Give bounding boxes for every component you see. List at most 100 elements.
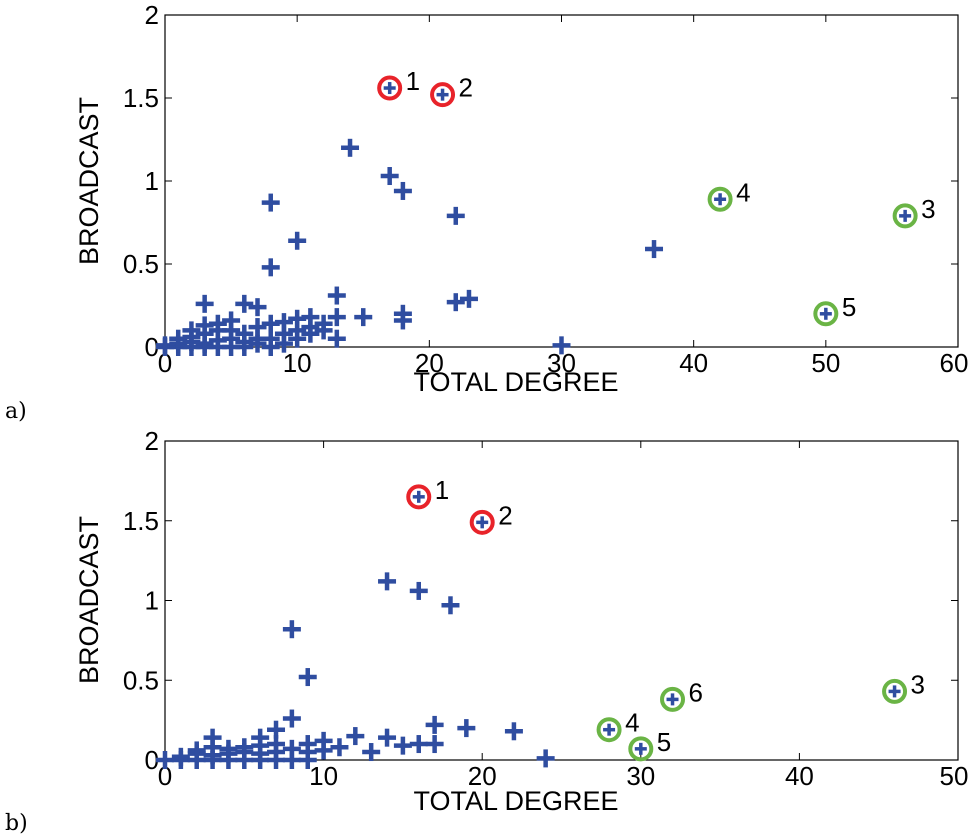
- data-point: [330, 738, 349, 757]
- highlight-ring: [469, 509, 495, 535]
- data-point: [341, 138, 360, 157]
- data-point: [441, 596, 460, 615]
- y-tick-label: 0.5: [123, 249, 159, 279]
- data-point: [393, 304, 412, 323]
- data-point: [298, 735, 317, 754]
- x-tick-label: 40: [679, 348, 708, 378]
- data-point: [248, 318, 267, 337]
- highlight-ring: [813, 301, 839, 327]
- x-tick-label: 40: [785, 761, 814, 791]
- data-point: [362, 743, 381, 762]
- data-point: [282, 709, 301, 728]
- x-tick-label: 0: [158, 761, 172, 791]
- chart-panel-b: 0 10 20 30 40 50 0 0.5 1 1.5 2 TOTAL DEGREE BROADCAS…: [5, 426, 968, 836]
- data-point: [235, 738, 254, 757]
- data-point: [354, 308, 373, 327]
- data-point: [219, 739, 238, 758]
- highlighted-point: [819, 307, 832, 320]
- y-tick-label: 1: [145, 586, 159, 616]
- data-point: [156, 751, 174, 769]
- highlight-label: 1: [406, 66, 420, 96]
- data-point: [393, 736, 412, 755]
- data-point: [393, 181, 412, 200]
- data-point: [267, 720, 286, 739]
- x-axis-label: TOTAL DEGREE: [413, 367, 618, 397]
- x-tick-label: 60: [940, 348, 969, 378]
- highlight-ring: [882, 678, 908, 704]
- highlighted-point: [476, 516, 489, 529]
- data-point: [248, 298, 267, 317]
- x-tick-label: 30: [626, 761, 655, 791]
- data-point: [446, 206, 465, 225]
- data-point: [195, 294, 214, 313]
- data-point: [552, 336, 571, 355]
- data-point: [425, 735, 444, 754]
- data-point: [171, 747, 190, 766]
- data-point: [298, 668, 317, 687]
- highlighted-point: [383, 82, 396, 95]
- data-point: [203, 728, 222, 747]
- data-point: [208, 314, 227, 333]
- data-point: [378, 572, 397, 591]
- data-point: [327, 286, 346, 305]
- data-point: [409, 735, 428, 754]
- data-point: [457, 719, 476, 738]
- data-point: [187, 741, 206, 760]
- y-tick-label: 2: [145, 0, 159, 30]
- highlighted-point: [412, 490, 425, 503]
- highlight-label: 2: [498, 500, 512, 530]
- highlight-ring: [430, 82, 456, 108]
- highlight-label: 5: [657, 727, 671, 757]
- data-point: [504, 722, 523, 741]
- y-tick-label: 1: [145, 166, 159, 196]
- data-point: [222, 311, 241, 330]
- highlighted-point: [666, 693, 679, 706]
- highlight-ring: [406, 484, 432, 510]
- highlight-ring: [660, 686, 686, 712]
- data-point: [235, 324, 254, 343]
- x-tick-label: 20: [415, 348, 444, 378]
- data-point: [251, 728, 270, 747]
- data-point: [282, 620, 301, 639]
- panel-label: a): [5, 399, 27, 424]
- x-tick-label: 10: [283, 348, 312, 378]
- data-point: [380, 167, 399, 186]
- data-point: [182, 321, 201, 340]
- highlight-label: 4: [625, 708, 639, 738]
- data-point: [446, 293, 465, 312]
- data-point: [301, 308, 320, 327]
- highlight-ring: [707, 186, 733, 212]
- data-point: [327, 329, 346, 348]
- highlight-label: 3: [911, 669, 925, 699]
- y-tick-label: 1.5: [123, 83, 159, 113]
- x-tick-label: 0: [158, 348, 172, 378]
- panel-label: b): [5, 811, 28, 836]
- highlight-label: 5: [842, 292, 856, 322]
- highlighted-point: [603, 723, 616, 736]
- data-point: [261, 258, 280, 277]
- data-point: [459, 289, 478, 308]
- x-tick-label: 50: [811, 348, 840, 378]
- highlight-label: 1: [435, 475, 449, 505]
- data-point: [645, 240, 664, 259]
- highlight-label: 3: [921, 194, 935, 224]
- data-point: [261, 193, 280, 212]
- highlight-ring: [596, 717, 622, 743]
- highlight-label: 6: [689, 677, 703, 707]
- data-point: [327, 308, 346, 327]
- x-axis-label: TOTAL DEGREE: [413, 786, 618, 816]
- plot-area: [164, 14, 959, 348]
- data-point: [288, 231, 307, 250]
- data-point: [274, 313, 293, 332]
- highlight-label: 2: [459, 73, 473, 103]
- y-tick-label: 0: [145, 332, 159, 362]
- data-point: [378, 728, 397, 747]
- plot-area: [164, 440, 959, 761]
- highlight-label: 4: [736, 177, 750, 207]
- highlight-ring: [628, 736, 654, 762]
- x-tick-label: 50: [940, 761, 969, 791]
- y-axis-label: BROADCAST: [74, 97, 104, 265]
- y-axis-label: BROADCAST: [74, 516, 104, 684]
